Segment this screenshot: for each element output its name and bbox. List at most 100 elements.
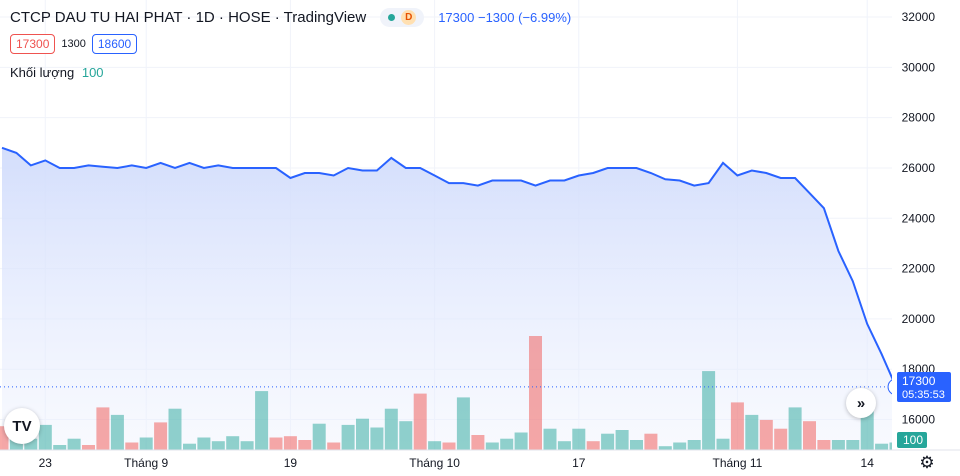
volume-bar [255,391,269,450]
volume-bar [211,441,225,450]
time-tick-label: Tháng 11 [713,456,763,470]
volume-bars [0,336,903,450]
price-change: −1300 [477,10,515,25]
price-change-percent: (−6.99%) [518,10,572,25]
volume-bar [875,443,889,450]
volume-legend[interactable]: Khối lượng 100 [10,65,104,80]
volume-bar [673,442,687,450]
volume-bar [413,393,427,450]
volume-bar [154,422,168,450]
volume-bar [586,441,600,450]
volume-bar [615,430,629,450]
last-price-badge-value: 17300 [902,374,936,388]
volume-bar [240,441,254,450]
chart-header: CTCP DAU TU HAI PHAT · 1D · HOSE · Tradi… [10,8,571,27]
volume-bar [471,435,485,450]
market-open-dot-icon [388,14,396,21]
last-price: 17300 [438,10,475,25]
volume-bar [312,423,326,450]
time-axis: 23 Tháng 9 19 Tháng 10 17 Tháng 11 14 [0,449,960,470]
volume-bar [759,419,773,450]
tradingview-logo-icon[interactable]: TV [4,408,40,444]
volume-bar [356,418,369,450]
price-line-path [1,146,897,388]
volume-bar [788,407,802,450]
price-tick-label: 24000 [902,211,936,225]
volume-bar [399,421,413,450]
volume-bar [456,397,470,450]
gear-icon[interactable]: ⚙ [919,453,935,472]
volume-bar [860,409,874,450]
volume-bar [197,437,211,450]
price-tick-label: 20000 [902,312,936,326]
market-badge: D [401,10,417,25]
volume-bar [803,421,816,450]
volume-badge [897,432,927,448]
time-tick-label: 19 [284,456,298,470]
volume-bar [283,436,297,450]
price-axis: 1600018000200002200024000260002800030000… [892,0,960,476]
volume-bar [139,437,153,450]
volume-bar [168,408,182,450]
volume-bar [831,440,845,450]
volume-bar [644,433,658,450]
volume-bar [183,443,196,450]
market-status[interactable]: D [380,8,425,27]
volume-bar [82,445,95,450]
volume-bar [67,438,81,450]
volume-bar [557,441,571,450]
price-tick-label: 28000 [902,111,936,125]
price-tick-label: 16000 [902,413,936,427]
volume-bar [384,408,398,450]
last-price-badge [897,372,951,402]
price-tick-label: 26000 [902,161,936,175]
volume-bar [370,427,384,450]
quote-summary: 17300 −1300 (−6.99%) [438,10,571,25]
volume-bar [24,438,38,450]
volume-bar [514,432,528,450]
volume-bar [601,433,615,450]
volume-bar [630,440,643,450]
volume-bar [745,414,759,450]
volume-bar [774,428,788,450]
countdown-timer: 05:35:53 [902,389,945,401]
volume-bar [53,445,67,450]
volume-bar [730,402,744,450]
double-chevron-right-icon[interactable]: » [846,388,876,418]
volume-bar [716,438,730,450]
price-tick-label: 30000 [902,60,936,74]
volume-bar [846,440,860,450]
volume-bar [572,428,586,450]
symbol-title[interactable]: CTCP DAU TU HAI PHAT · 1D · HOSE · Tradi… [10,9,367,26]
sell-price-box[interactable]: 17300 [10,34,56,54]
volume-bar [702,371,716,450]
price-tick-label: 22000 [902,262,936,276]
volume-label: Khối lượng [10,65,75,80]
buy-price-box[interactable]: 18600 [91,34,138,54]
volume-bar [658,446,672,450]
time-tick-label: 17 [572,456,586,470]
volume-bar [529,336,542,450]
volume-bar [500,438,514,450]
time-tick-label: Tháng 9 [124,456,168,470]
volume-bar [0,426,9,450]
price-area [2,147,897,451]
ohlc-boxes: 17300 1300 18600 [10,34,138,54]
volume-bar [485,442,499,450]
time-tick-label: 23 [39,456,53,470]
volume-bar [428,441,442,450]
time-tick-label: 14 [861,456,875,470]
volume-bar [96,407,110,450]
volume-bar [442,442,456,450]
time-tick-label: Tháng 10 [409,456,460,470]
volume-value: 100 [81,65,104,80]
price-tick-label: 32000 [902,10,936,24]
volume-bar [817,440,831,450]
volume-bar [125,442,139,450]
volume-badge-value: 100 [903,433,923,447]
volume-bar [269,437,283,450]
volume-bar [341,424,355,450]
volume-bar [38,424,52,450]
